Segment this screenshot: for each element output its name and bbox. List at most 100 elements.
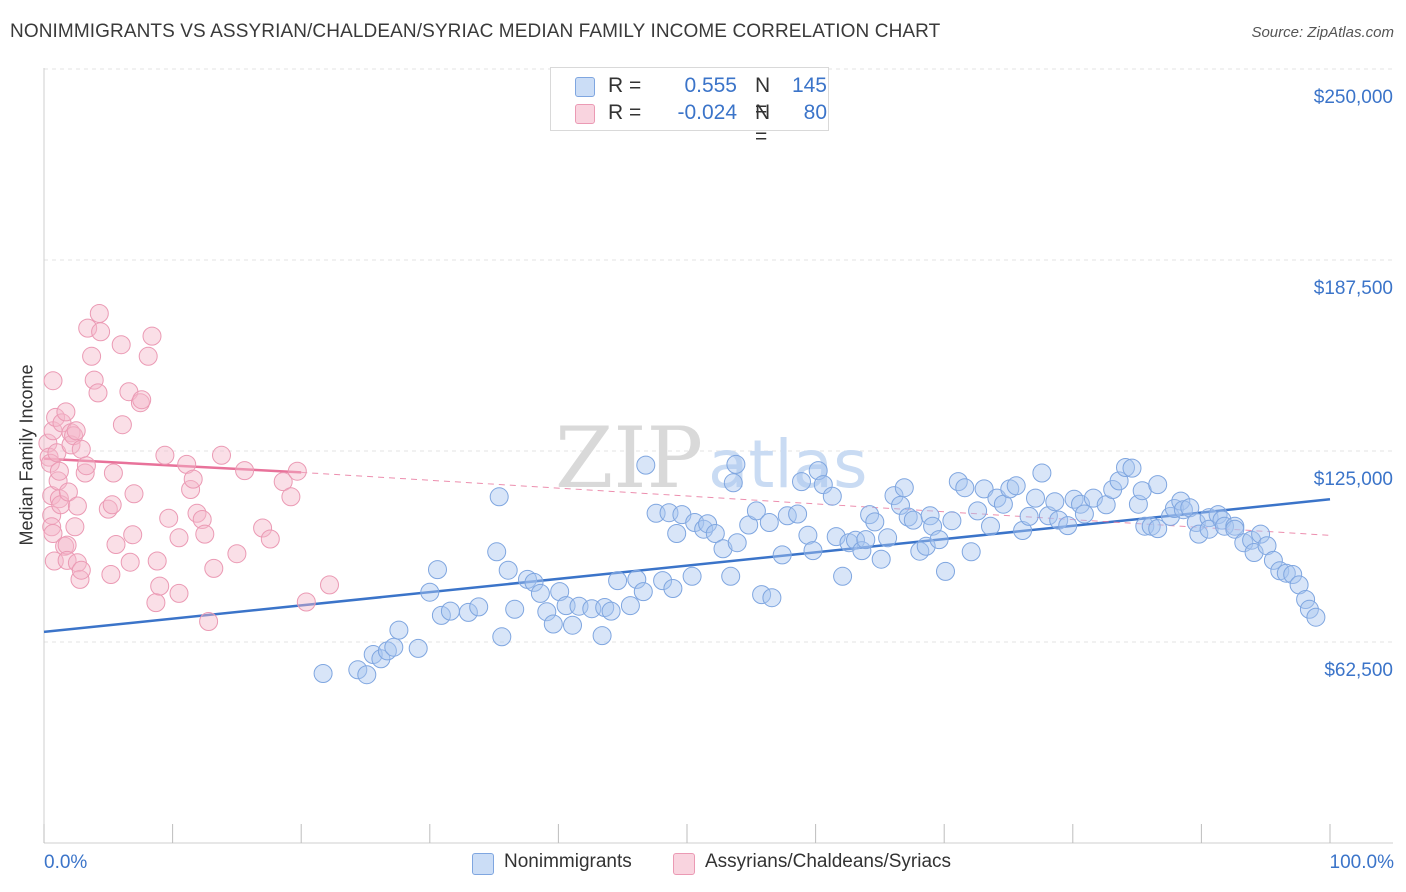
- x-tick-label: 100.0%: [1329, 852, 1394, 873]
- assyrian-point: [46, 407, 66, 427]
- nonimmigrant-point: [627, 569, 647, 589]
- nonimmigrant-point: [530, 583, 550, 603]
- series-legend: Nonimmigrants Assyrians/Chaldeans/Syriac…: [0, 851, 1406, 879]
- nonimmigrant-point: [772, 545, 792, 565]
- assyrian-point: [120, 552, 140, 572]
- nonimmigrant-point: [898, 507, 918, 527]
- assyrian-point: [253, 518, 273, 538]
- nonimmigrant-point: [713, 539, 733, 559]
- nonimmigrant-point: [871, 549, 891, 569]
- nonimmigrant-point: [698, 514, 718, 534]
- y-tick-label: $125,000: [1313, 469, 1393, 490]
- nonimmigrant-point: [1251, 524, 1271, 544]
- nonimmigrant-point: [759, 513, 779, 532]
- assyrian-point: [102, 495, 122, 515]
- nonimmigrant-point: [1122, 458, 1142, 478]
- assyrian-trendline: [43, 457, 302, 474]
- nonimmigrant-point: [746, 501, 766, 521]
- nonimmigrant-point: [563, 615, 582, 635]
- assyrian-point: [169, 583, 189, 603]
- nonimmigrant-point: [846, 530, 865, 550]
- nonimmigrant-point: [1019, 506, 1039, 526]
- assyrian-point: [169, 528, 189, 548]
- assyrian-point: [260, 529, 280, 549]
- assyrian-point: [75, 463, 95, 483]
- nonimmigrant-point: [428, 560, 447, 580]
- nonimmigrant-point: [694, 519, 714, 539]
- assyrian-point: [192, 510, 212, 529]
- nonimmigrant-point: [1116, 458, 1135, 477]
- nonimmigrant-point: [636, 455, 656, 475]
- nonimmigrant-point: [865, 512, 885, 532]
- nonimmigrant-point: [348, 660, 368, 680]
- assyrian-point: [235, 461, 255, 481]
- nonimmigrant-point: [721, 566, 741, 586]
- nonimmigrant-point: [550, 582, 570, 602]
- assyrian-point: [43, 524, 63, 543]
- legend-swatch: [472, 853, 494, 875]
- assyrian-point: [65, 517, 85, 537]
- nonimmigrant-point: [682, 566, 702, 586]
- r-label: R =: [608, 74, 642, 97]
- assyrian-point: [112, 415, 132, 435]
- nonimmigrant-point: [981, 516, 1000, 536]
- nonimmigrant-point: [633, 582, 653, 602]
- assyrian-point: [187, 503, 207, 523]
- assyrian-point: [150, 576, 170, 596]
- legend-label: Assyrians/Chaldeans/Syriacs: [705, 851, 952, 872]
- x-tick-label: 0.0%: [44, 852, 88, 873]
- assyrian-point: [78, 318, 98, 338]
- nonimmigrant-point: [1045, 492, 1065, 512]
- source-label: Source: ZipAtlas.com: [1251, 24, 1394, 41]
- nonimmigrant-point: [878, 528, 898, 548]
- nonimmigrant-point: [788, 504, 808, 524]
- nonimmigrant-point: [1049, 510, 1069, 530]
- legend-label: Nonimmigrants: [504, 851, 632, 872]
- assyrian-point: [66, 421, 86, 441]
- nonimmigrant-point: [1299, 599, 1319, 619]
- assyrian-point: [82, 346, 102, 366]
- nonimmigrant-point: [1199, 519, 1219, 539]
- assyrian-point: [132, 390, 152, 410]
- nonimmigrant-point: [384, 637, 404, 657]
- nonimmigrant-point: [727, 533, 747, 553]
- nonimmigrant-point: [798, 525, 818, 545]
- legend-swatch: [575, 104, 595, 124]
- assyrian-point: [273, 472, 293, 492]
- watermark-zip: ZIP: [555, 409, 703, 507]
- nonimmigrant-point: [1296, 590, 1316, 609]
- nonimmigrant-point: [1234, 533, 1254, 553]
- nonimmigrant-point: [884, 486, 904, 506]
- assyrian-point: [42, 517, 62, 537]
- assyrian-point: [84, 370, 104, 390]
- assyrian-point: [111, 335, 131, 355]
- assyrian-point: [142, 326, 162, 346]
- nonimmigrant-point: [663, 579, 683, 598]
- stats-legend: R = 0.555 N = 145 R = -0.024 N = 80: [550, 67, 829, 148]
- nonimmigrant-point: [894, 478, 914, 498]
- assyrian-point: [199, 612, 219, 631]
- nonimmigrant-point: [1173, 500, 1193, 520]
- y-tick-label: $62,500: [1324, 660, 1393, 681]
- nonimmigrant-point: [1189, 524, 1209, 544]
- nonimmigrant-point: [968, 501, 988, 521]
- nonimmigrant-point: [1225, 519, 1245, 539]
- nonimmigrant-point: [489, 487, 509, 507]
- assyrian-point: [320, 575, 339, 595]
- legend-swatch: [575, 77, 595, 97]
- assyrian-point: [58, 482, 78, 502]
- nonimmigrant-point: [505, 599, 525, 619]
- nonimmigrant-point: [653, 571, 673, 591]
- n-value: 145: [791, 74, 827, 97]
- nonimmigrant-point: [726, 454, 746, 474]
- assyrian-point: [147, 551, 167, 571]
- nonimmigrant-point: [803, 541, 823, 561]
- chart-title: NONIMMIGRANTS VS ASSYRIAN/CHALDEAN/SYRIA…: [10, 21, 941, 42]
- nonimmigrant-point: [498, 560, 518, 580]
- assyrian-point: [281, 487, 301, 507]
- nonimmigrant-point: [1148, 475, 1168, 495]
- nonimmigrant-point: [389, 620, 409, 640]
- n-value: 80: [803, 101, 827, 124]
- nonimmigrant-point: [856, 530, 876, 550]
